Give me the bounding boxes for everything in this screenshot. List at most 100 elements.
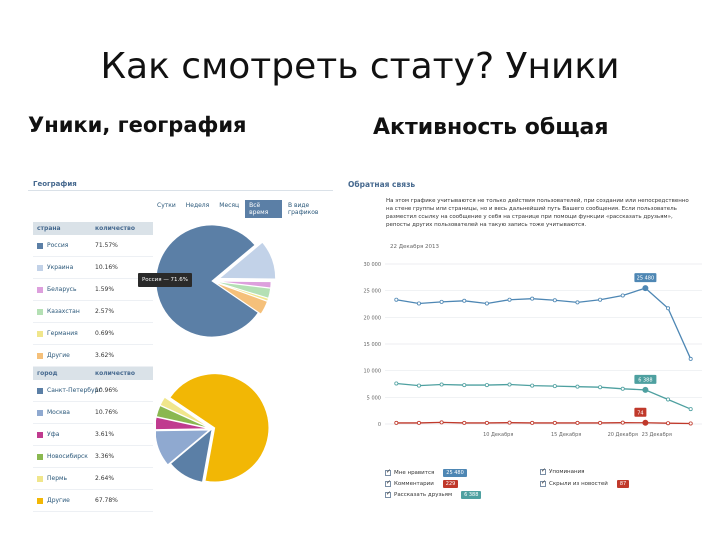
data-point[interactable] xyxy=(575,420,580,425)
pie-slice[interactable] xyxy=(156,429,211,466)
data-point[interactable] xyxy=(620,293,625,298)
data-point[interactable] xyxy=(666,397,671,402)
data-point[interactable] xyxy=(416,301,421,306)
legend-item[interactable]: Скрыли из новостей 87 xyxy=(540,479,630,488)
data-point[interactable] xyxy=(552,298,557,303)
activity-description: На этом графике учитываются не только де… xyxy=(386,198,689,228)
data-point[interactable] xyxy=(688,356,693,361)
country-name: Россия xyxy=(33,235,95,256)
period-tab-day[interactable]: Сутки xyxy=(157,202,176,209)
data-point[interactable] xyxy=(598,297,603,302)
data-point[interactable] xyxy=(598,385,603,390)
column-header-country: страна xyxy=(37,225,61,232)
data-point[interactable] xyxy=(642,285,649,292)
checkbox-icon[interactable] xyxy=(540,479,546,487)
data-point[interactable] xyxy=(394,297,399,302)
pie-slice[interactable] xyxy=(169,373,270,483)
pie-slice[interactable] xyxy=(156,405,210,429)
country-name-text: Другие xyxy=(47,351,70,359)
data-point[interactable] xyxy=(462,383,467,388)
data-point[interactable] xyxy=(439,299,444,304)
legend-badge: 6 388 xyxy=(461,491,482,499)
data-point[interactable] xyxy=(598,420,603,425)
data-point[interactable] xyxy=(484,383,489,388)
data-point[interactable] xyxy=(530,296,535,301)
legend-item[interactable]: Комментарии 229 xyxy=(385,479,459,488)
data-point[interactable] xyxy=(575,384,580,389)
data-point[interactable] xyxy=(642,386,649,393)
data-point[interactable] xyxy=(507,420,512,425)
pie-slice[interactable] xyxy=(170,427,213,483)
color-swatch xyxy=(37,264,43,271)
legend-badge: 87 xyxy=(616,480,630,488)
data-point[interactable] xyxy=(416,383,421,388)
data-point[interactable] xyxy=(484,301,489,306)
color-swatch xyxy=(37,497,43,504)
value-badge xyxy=(634,374,657,384)
value-badge xyxy=(634,273,657,283)
data-point[interactable] xyxy=(575,300,580,305)
data-point[interactable] xyxy=(552,384,557,389)
checkbox-icon[interactable] xyxy=(540,467,546,475)
pie-slice[interactable] xyxy=(156,416,210,430)
checkbox-icon[interactable] xyxy=(385,468,391,476)
country-name: Беларусь xyxy=(33,279,95,300)
cities-pie-chart[interactable] xyxy=(156,365,276,495)
data-point[interactable] xyxy=(439,382,444,387)
data-point[interactable] xyxy=(416,420,421,425)
data-point[interactable] xyxy=(530,383,535,388)
legend-item[interactable]: Упоминания xyxy=(540,467,584,475)
pie-slice[interactable] xyxy=(214,281,268,315)
data-point[interactable] xyxy=(688,407,693,412)
data-point[interactable] xyxy=(688,421,693,426)
data-point[interactable] xyxy=(620,420,625,425)
left-heading: Уники, география xyxy=(28,113,247,137)
data-point[interactable] xyxy=(620,386,625,391)
city-value: 10.96% xyxy=(95,387,118,394)
data-point[interactable] xyxy=(642,419,649,426)
period-tab-month[interactable]: Месяц xyxy=(219,202,240,209)
period-tab-graphs[interactable]: В виде графиков xyxy=(287,202,319,216)
data-point[interactable] xyxy=(462,420,467,425)
cities-rows: Санкт-Петербург 10.96% Москва 10.76% Уфа 3.61… xyxy=(33,380,153,512)
country-name-text: Украина xyxy=(47,263,74,271)
checkbox-icon[interactable] xyxy=(385,490,391,498)
activity-date: 22 Декабря 2013 xyxy=(390,244,440,250)
pie-slice[interactable] xyxy=(218,241,276,280)
period-tab-all[interactable]: Всё время xyxy=(245,200,282,218)
color-swatch xyxy=(37,409,43,416)
data-point[interactable] xyxy=(530,420,535,425)
color-swatch xyxy=(37,352,43,359)
cities-table-header: город количество xyxy=(33,367,153,380)
country-row: Россия 71.57% xyxy=(33,235,153,257)
checkbox-icon[interactable] xyxy=(385,479,391,487)
city-name-text: Санкт-Петербург xyxy=(47,386,102,394)
legend-item[interactable]: Мне нравится 25 480 xyxy=(385,468,467,477)
data-point[interactable] xyxy=(666,421,671,426)
data-point[interactable] xyxy=(552,420,557,425)
legend-item[interactable]: Рассказать друзьям 6 388 xyxy=(385,490,482,499)
series-line[interactable] xyxy=(396,382,691,410)
series-line[interactable] xyxy=(396,421,691,425)
series-line[interactable] xyxy=(396,287,692,360)
x-tick-label: 23 Декабря xyxy=(642,432,672,438)
countries-pie-chart[interactable] xyxy=(156,215,276,345)
period-tab-week[interactable]: Неделя xyxy=(185,202,210,209)
data-point[interactable] xyxy=(507,297,512,302)
data-point[interactable] xyxy=(439,420,444,425)
city-row: Другие 67.78% xyxy=(33,490,153,512)
country-value: 3.62% xyxy=(95,352,115,359)
country-name-text: Беларусь xyxy=(47,285,77,293)
data-point[interactable] xyxy=(394,420,399,425)
pie-slice[interactable] xyxy=(159,396,210,428)
data-point[interactable] xyxy=(666,306,671,311)
activity-line-chart[interactable]: 30 000 25 000 20 000 15 000 10 000 5 000 0 10 Д… xyxy=(340,254,712,444)
data-point[interactable] xyxy=(462,298,467,303)
pie-slice[interactable] xyxy=(214,281,269,302)
data-point[interactable] xyxy=(484,420,489,425)
data-point[interactable] xyxy=(394,381,399,386)
legend-label: Комментарии xyxy=(394,481,434,487)
pie-slice[interactable] xyxy=(214,280,272,289)
data-point[interactable] xyxy=(507,382,512,387)
color-swatch xyxy=(37,286,43,293)
